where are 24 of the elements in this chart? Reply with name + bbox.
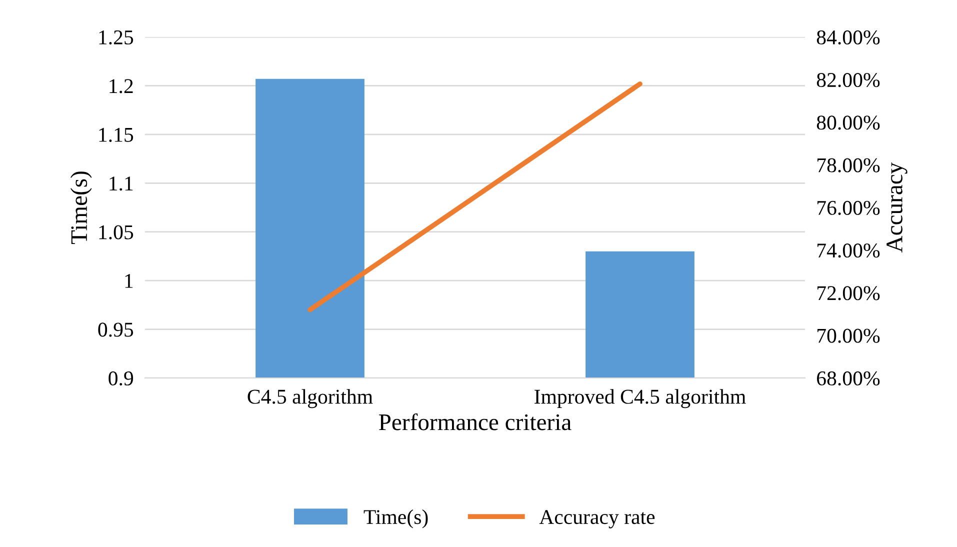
y2-tick-label: 72.00% (817, 286, 880, 300)
y-tick-label: 1.05 (99, 225, 134, 240)
y2-axis-title: Accuracy (886, 162, 908, 252)
legend-label: Time(s) (364, 509, 428, 528)
y2-tick-label: 70.00% (817, 328, 880, 343)
y-axis-title: Time(s) (70, 172, 92, 244)
y2-tick-label: 82.00% (816, 73, 880, 88)
y2-tick-label: 78.00% (817, 158, 880, 172)
y-tick-label: 1 (125, 274, 133, 288)
y2-tick-label: 68.00% (817, 371, 880, 386)
y-tick-label: 0.9 (108, 371, 134, 386)
y2-tick-label: 80.00% (816, 116, 880, 130)
legend-label: Accuracy rate (539, 510, 655, 528)
x-tick-label: C4.5 algorithm (248, 389, 373, 408)
x-axis-title: Performance criteria (378, 413, 572, 430)
x-tick-label: Improved C4.5 algorithm (534, 389, 746, 408)
y-tick-label: 1.15 (99, 128, 134, 142)
y-tick-label: 0.95 (98, 322, 134, 337)
y2-tick-label: 84.00% (816, 30, 880, 45)
y-tick-label: 1.2 (110, 79, 133, 94)
y-tick-label: 1.1 (110, 176, 133, 191)
y2-tick-label: 74.00% (817, 244, 880, 258)
y-tick-label: 1.25 (99, 30, 134, 45)
y2-tick-label: 76.00% (817, 200, 880, 216)
